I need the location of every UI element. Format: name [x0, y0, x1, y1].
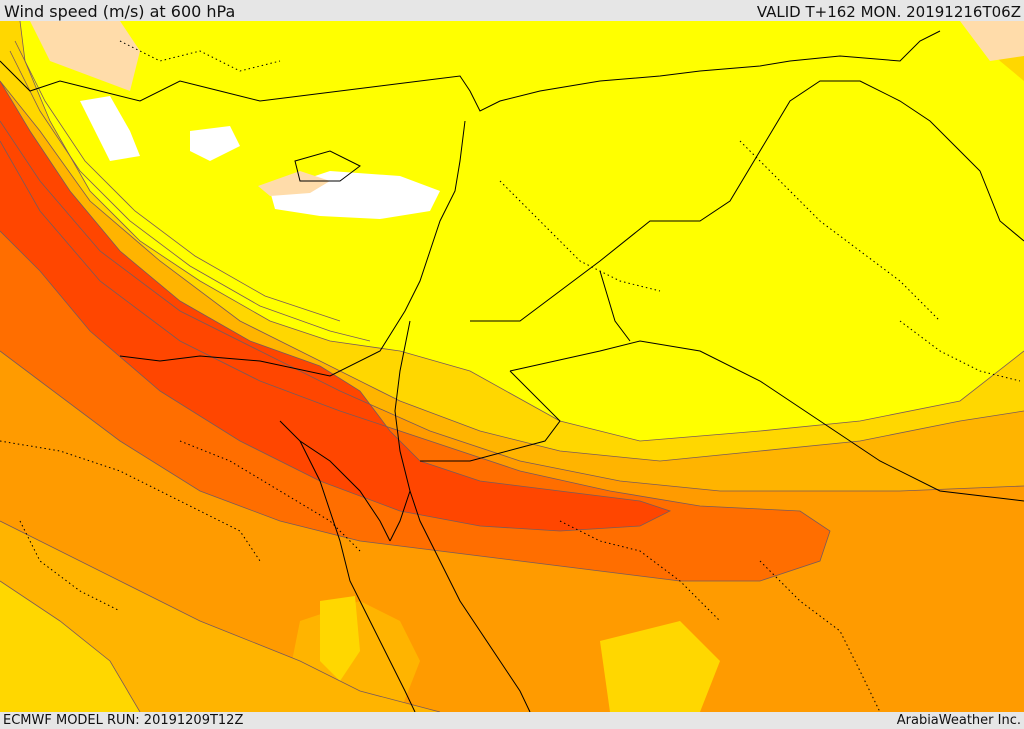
valid-time: VALID T+162 MON. 20191216T06Z [756, 3, 1021, 21]
internal-boundaries [0, 40, 1021, 712]
band-yellow [20, 21, 1024, 441]
pale-area-nw [30, 21, 140, 91]
coastlines-borders [0, 30, 1024, 712]
pale-area-cyprus [258, 171, 330, 196]
band-gold-south [320, 596, 360, 681]
model-run: ECMWF MODEL RUN: 20191209T12Z [3, 713, 244, 728]
map-header: Wind speed (m/s) at 600 hPa VALID T+162 … [0, 0, 1024, 21]
wind-speed-map [0, 21, 1024, 712]
contour-lines [0, 21, 1024, 712]
pale-area-ne [960, 21, 1024, 61]
credit: ArabiaWeather Inc. [896, 713, 1021, 728]
calm-area-north-1 [190, 126, 240, 161]
band-gold-se [600, 621, 720, 712]
map-footer: ECMWF MODEL RUN: 20191209T12Z ArabiaWeat… [0, 712, 1024, 729]
map-title: Wind speed (m/s) at 600 hPa [4, 2, 236, 21]
band-dark-orange [0, 141, 830, 581]
calm-area-north-2 [80, 96, 140, 161]
band-gold-sw [0, 581, 140, 712]
